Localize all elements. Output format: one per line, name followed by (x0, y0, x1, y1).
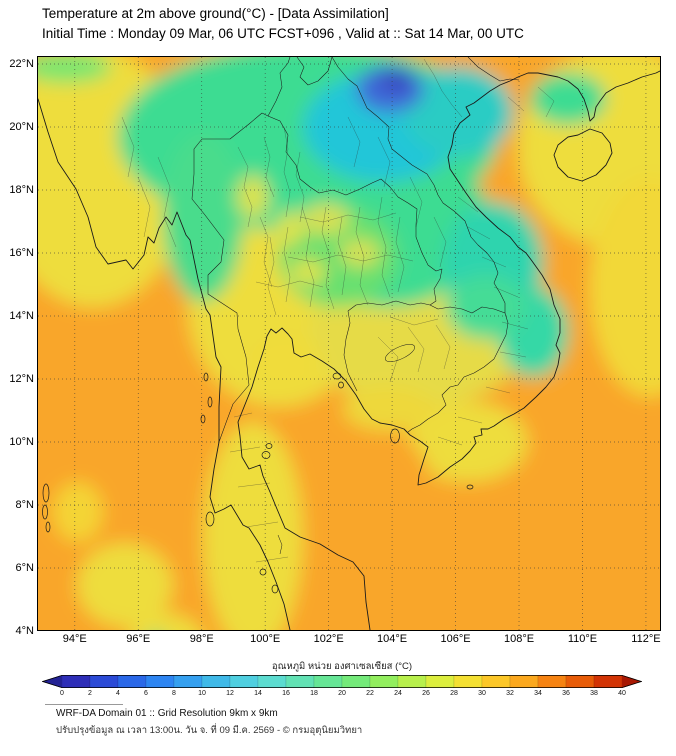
colorbar-tick-label: 34 (534, 690, 542, 697)
colorbar-tick-label: 12 (226, 690, 234, 697)
colorbar-tick-label: 38 (590, 690, 598, 697)
lakes (277, 344, 415, 555)
x-tick-label: 110°E (567, 633, 598, 645)
colorbar-tick-label: 32 (506, 690, 514, 697)
map-title: Temperature at 2m above ground(°C) - [Da… (42, 6, 389, 21)
province-borders (121, 58, 555, 563)
colorbar-tick-label: 40 (618, 690, 626, 697)
x-tick-label: 94°E (62, 633, 87, 645)
colorbar-tick-label: 16 (282, 690, 290, 697)
temperature-field (38, 57, 660, 630)
y-tick-label: 6°N (15, 562, 34, 574)
y-tick-label: 14°N (9, 310, 34, 322)
colorbar-tick-label: 14 (254, 690, 262, 697)
colorbar-tick-label: 4 (116, 690, 120, 697)
x-tick-label: 112°E (631, 633, 661, 645)
footer-domain-info: WRF-DA Domain 01 :: Grid Resolution 9km … (56, 708, 278, 719)
map-subtitle: Initial Time : Monday 09 Mar, 06 UTC FCS… (42, 26, 524, 41)
colorbar-tick-label: 18 (310, 690, 318, 697)
colorbar-tick-label: 28 (450, 690, 458, 697)
x-tick-label: 96°E (126, 633, 151, 645)
y-tick-label: 20°N (9, 121, 34, 133)
y-tick-label: 12°N (9, 373, 34, 385)
colorbar (42, 675, 642, 688)
x-tick-label: 108°E (503, 633, 535, 645)
colorbar-tick-label: 2 (88, 690, 92, 697)
colorbar-tick-label: 0 (60, 690, 64, 697)
coastline (38, 70, 660, 630)
colorbar-tick-label: 8 (172, 690, 176, 697)
colorbar-tick-label: 36 (562, 690, 570, 697)
x-tick-label: 102°E (313, 633, 344, 645)
colorbar-tick-label: 30 (478, 690, 486, 697)
map-canvas (37, 56, 661, 631)
y-tick-label: 4°N (15, 625, 34, 637)
x-tick-label: 98°E (189, 633, 214, 645)
colorbar-tick-label: 26 (422, 690, 430, 697)
footer-update-info: ปรับปรุงข้อมูล ณ เวลา 13:00น. วัน จ. ที่… (56, 725, 363, 736)
country-borders (191, 57, 520, 443)
islands (42, 372, 474, 594)
y-tick-label: 16°N (9, 247, 34, 259)
colorbar-label: อุณหภูมิ หน่วย องศาเซลเซียส (°C) (271, 661, 413, 672)
colorbar-tick-label: 10 (198, 690, 206, 697)
y-tick-label: 10°N (9, 436, 34, 448)
x-tick-label: 106°E (440, 633, 471, 645)
colorbar-tick-label: 24 (394, 690, 402, 697)
footer-rule (45, 704, 123, 705)
colorbar-tick-label: 20 (338, 690, 346, 697)
x-tick-label: 100°E (250, 633, 281, 645)
colorbar-tick-label: 22 (366, 690, 374, 697)
y-tick-label: 22°N (9, 58, 34, 70)
colorbar-tick-label: 6 (144, 690, 148, 697)
y-tick-label: 8°N (15, 499, 34, 511)
y-tick-label: 18°N (9, 184, 34, 196)
x-tick-label: 104°E (377, 633, 408, 645)
